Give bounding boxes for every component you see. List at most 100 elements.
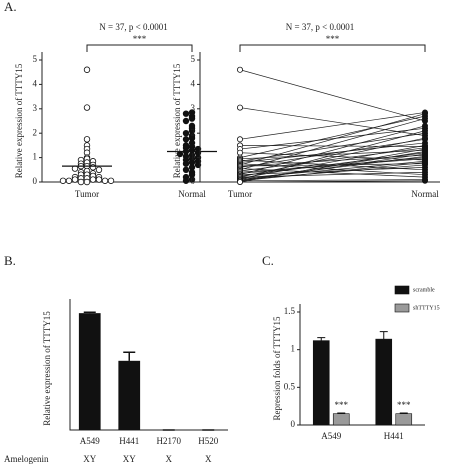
pair-line [239, 130, 426, 180]
pair-line [239, 127, 426, 150]
row-value: XY [123, 454, 136, 464]
normal-point [182, 110, 190, 117]
normal-point [188, 115, 196, 122]
error-bar [317, 337, 326, 341]
x-tick-label: H441 [119, 436, 139, 446]
significance: *** [133, 34, 147, 44]
y-tick-label: 1 [191, 152, 196, 162]
pair-line [239, 154, 426, 167]
error-bar [123, 351, 136, 361]
x-tick-label: Tumor [75, 189, 99, 199]
panel-label: B. [4, 253, 16, 268]
tumor-point [89, 176, 97, 183]
annotation: N = 37, p < 0.0001 [286, 22, 354, 32]
y-axis-label: Relative expression of TTTY15 [172, 63, 182, 178]
pair-line [239, 151, 426, 182]
tumor-point [236, 104, 243, 111]
y-tick-label: 3 [33, 103, 38, 113]
normal-point [421, 146, 428, 153]
normal-point [421, 135, 428, 142]
normal-point [421, 127, 428, 134]
x-tick-label: A549 [80, 436, 100, 446]
panel-label: C. [262, 253, 274, 268]
significance: *** [335, 400, 349, 410]
pair-line [239, 142, 426, 163]
significance: *** [326, 34, 340, 44]
pair-line [239, 113, 426, 166]
axes [199, 52, 440, 183]
normal-point [182, 129, 190, 137]
tumor-point [95, 176, 103, 183]
tumor-point [236, 66, 243, 73]
y-tick-label: 1 [33, 152, 38, 162]
y-tick-label: 0 [191, 176, 196, 186]
pair-line [239, 152, 426, 161]
pair-line [239, 164, 426, 180]
pair-line [239, 167, 426, 176]
tumor-point [236, 149, 243, 156]
normal-point [182, 160, 190, 167]
x-tick-label: A549 [321, 431, 341, 441]
bracket [86, 44, 193, 52]
tumor-point [77, 178, 85, 186]
error-bar [337, 412, 346, 414]
row-label: Amelogenin [4, 454, 49, 464]
y-axis-label: Relative expression of TTTY15 [42, 311, 52, 426]
x-tick-label: H520 [198, 436, 218, 446]
legend-label: shTTTY15 [413, 305, 440, 311]
annotation: N = 37, p < 0.0001 [99, 22, 167, 32]
y-axis-label: Repression folds of TTTY15 [272, 316, 282, 421]
tumor-point [71, 176, 79, 183]
error-bar [83, 311, 96, 314]
tumor-point [83, 178, 91, 186]
pair-line [239, 125, 426, 176]
error-bar [379, 331, 388, 340]
pair-line [239, 145, 426, 179]
tumor-point [83, 66, 91, 73]
tumor-point [83, 104, 91, 111]
legend-label: scramble [413, 287, 435, 293]
pair-line [239, 69, 426, 122]
pair-line [239, 147, 426, 172]
error-bar [399, 412, 408, 414]
row-value: XY [83, 454, 96, 464]
row-value: X [205, 454, 212, 464]
pair-line [239, 137, 426, 178]
y-tick-label: 0 [291, 419, 296, 429]
y-tick-label: 0.5 [284, 381, 296, 391]
bar [78, 313, 101, 430]
legend-swatch [394, 303, 410, 313]
normal-point [182, 177, 190, 184]
x-tick-label: Normal [178, 189, 206, 199]
normal-point [182, 117, 190, 125]
pair-line [239, 118, 426, 171]
normal-point [421, 115, 428, 122]
significance: *** [397, 400, 411, 410]
tumor-point [89, 164, 97, 171]
y-tick-label: 4 [33, 78, 38, 88]
y-tick-label: 2 [191, 127, 196, 137]
row-value: X [166, 454, 173, 464]
legend-swatch [394, 285, 410, 295]
bar [332, 413, 350, 426]
bar [395, 413, 413, 426]
y-tick-label: 1 [291, 344, 296, 354]
bar [375, 338, 393, 426]
tumor-point [59, 177, 67, 184]
panel-label: A. [4, 0, 17, 14]
normal-point [182, 166, 190, 173]
bar [118, 360, 141, 430]
bracket [239, 44, 426, 52]
y-tick-label: 4 [191, 78, 196, 88]
pair-line [239, 148, 426, 183]
y-tick-label: 0 [33, 176, 38, 186]
x-tick-label: H441 [384, 431, 404, 441]
normal-point [182, 136, 190, 143]
tumor-point [236, 178, 243, 185]
y-tick-label: 5 [191, 54, 196, 64]
pair-line [239, 180, 426, 183]
normal-point [421, 159, 428, 166]
normal-point [421, 169, 428, 176]
normal-point [421, 177, 428, 184]
